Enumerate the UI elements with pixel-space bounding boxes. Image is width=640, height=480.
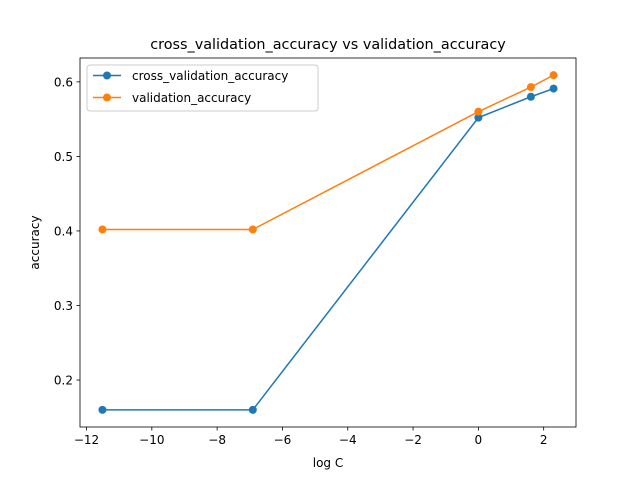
series-1-point	[526, 83, 535, 92]
chart-title: cross_validation_accuracy vs validation_…	[150, 37, 506, 53]
x-tick-label: 0	[475, 433, 483, 447]
y-axis: 0.2 0.3 0.4 0.5 0.6	[54, 75, 80, 388]
y-tick-label: 0.5	[54, 150, 73, 164]
series-1-point	[549, 71, 558, 80]
series-1-point	[98, 225, 107, 234]
series-0-point	[549, 84, 558, 93]
x-tick-label: −12	[74, 433, 99, 447]
legend: cross_validation_accuracy validation_acc…	[86, 64, 319, 112]
series-1-point	[248, 225, 257, 234]
y-tick-label: 0.6	[54, 75, 73, 89]
series-0-point	[98, 405, 107, 414]
series-1-point	[474, 107, 483, 116]
x-tick-label: −10	[139, 433, 164, 447]
series-0-point	[248, 405, 257, 414]
y-tick-label: 0.4	[54, 224, 73, 238]
x-axis: −12 −10 −8 −6 −4 −2 0 2	[74, 427, 548, 447]
legend-label-cross-validation: cross_validation_accuracy	[132, 69, 288, 83]
x-tick-label: −8	[208, 433, 226, 447]
x-tick-label: −6	[274, 433, 292, 447]
x-tick-label: −2	[404, 433, 422, 447]
y-tick-label: 0.3	[54, 299, 73, 313]
plot-area	[79, 57, 577, 428]
series-0-point	[474, 113, 483, 122]
legend-marker-validation	[103, 93, 111, 102]
series-0-point	[526, 92, 535, 101]
x-tick-label: 2	[540, 433, 548, 447]
axes-frame	[79, 57, 577, 428]
legend-box	[86, 64, 319, 112]
x-axis-label: log C	[313, 456, 344, 470]
legend-label-validation: validation_accuracy	[132, 91, 251, 105]
series-layer	[98, 71, 558, 414]
y-axis-label: accuracy	[28, 215, 42, 269]
y-tick-label: 0.2	[54, 374, 73, 388]
legend-marker-cross-validation	[103, 71, 111, 80]
x-tick-label: −4	[339, 433, 357, 447]
